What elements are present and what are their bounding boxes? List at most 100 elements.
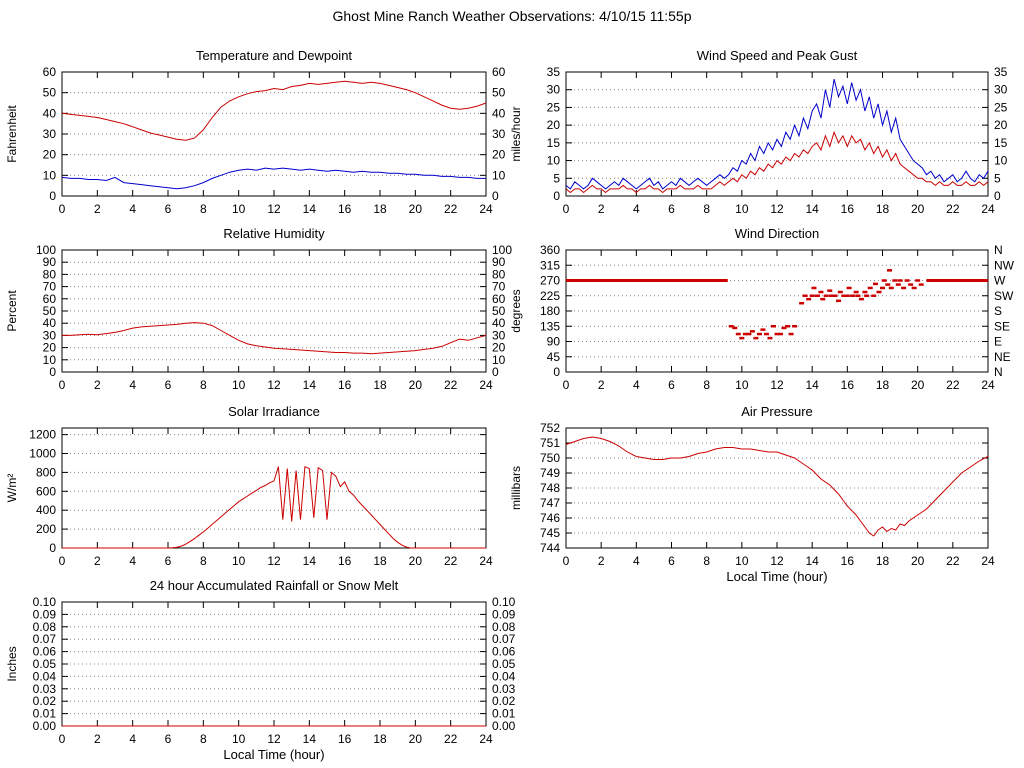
y-tick-label: 0 bbox=[994, 189, 1001, 203]
y-tick-label: 0.08 bbox=[33, 620, 57, 634]
x-tick-label: 18 bbox=[373, 554, 387, 568]
series-peak-gust bbox=[565, 78, 989, 190]
series-point-wind-direction bbox=[785, 325, 791, 328]
y-tick-label: 10 bbox=[492, 168, 506, 182]
x-tick-label: 16 bbox=[338, 378, 352, 392]
plot-frame bbox=[61, 427, 487, 549]
series-point-wind-direction bbox=[832, 294, 838, 297]
series-point-wind-direction bbox=[846, 286, 852, 290]
x-tick-label: 22 bbox=[444, 732, 458, 746]
x-tick-label: 4 bbox=[633, 378, 640, 392]
series-point-wind-direction bbox=[767, 336, 773, 340]
x-tick-label: 8 bbox=[703, 378, 710, 392]
series-wind-speed bbox=[565, 130, 989, 194]
series-point-wind-direction bbox=[735, 332, 741, 336]
x-tick-label: 16 bbox=[841, 554, 855, 568]
series-point-wind-direction bbox=[888, 286, 894, 290]
series-irradiance bbox=[62, 465, 486, 549]
y-tick-label: 40 bbox=[43, 106, 57, 120]
y-tick-label: 40 bbox=[43, 316, 57, 330]
y-tick-label: 30 bbox=[43, 127, 57, 141]
series-point-wind-direction bbox=[915, 279, 921, 282]
series-point-wind-direction bbox=[901, 286, 907, 290]
y-tick-label: 749 bbox=[540, 466, 560, 480]
x-tick-label: 4 bbox=[129, 378, 136, 392]
series-point-wind-direction bbox=[908, 283, 914, 286]
y-tick-label: 90 bbox=[43, 255, 57, 269]
series-point-wind-direction bbox=[897, 279, 903, 282]
series-point-wind-direction bbox=[876, 290, 882, 294]
y-tick-label: 30 bbox=[492, 127, 506, 141]
series-point-wind-direction bbox=[867, 286, 873, 290]
plot-frame bbox=[565, 427, 989, 549]
x-tick-label: 2 bbox=[94, 378, 101, 392]
x-tick-label: 20 bbox=[911, 554, 925, 568]
y-tick-label: 25 bbox=[547, 100, 561, 114]
x-tick-label: 0 bbox=[563, 554, 570, 568]
y-tick-label: 100 bbox=[492, 243, 512, 257]
x-tick-label: 10 bbox=[735, 554, 749, 568]
series-point-wind-direction bbox=[760, 328, 766, 331]
y-tick-label: 0.01 bbox=[492, 707, 516, 721]
y-tick-label: 0.10 bbox=[492, 595, 516, 609]
x-tick-label: 4 bbox=[129, 202, 136, 216]
y-tick-label: E bbox=[994, 335, 1002, 349]
y-tick-label: 0.04 bbox=[492, 669, 516, 683]
x-tick-label: 2 bbox=[598, 554, 605, 568]
y-axis-label: miles/hour bbox=[509, 106, 523, 161]
y-tick-label: 0.04 bbox=[33, 669, 57, 683]
x-tick-label: 6 bbox=[668, 202, 675, 216]
series-point-wind-direction bbox=[778, 332, 784, 336]
series-dewpoint bbox=[61, 167, 486, 190]
series-point-wind-direction bbox=[904, 279, 910, 282]
x-tick-label: 18 bbox=[876, 202, 890, 216]
x-tick-label: 14 bbox=[805, 378, 819, 392]
series-point-wind-direction bbox=[862, 290, 868, 294]
y-tick-label: 50 bbox=[492, 86, 506, 100]
series-point-wind-direction bbox=[811, 286, 817, 290]
x-tick-label: 24 bbox=[981, 378, 995, 392]
y-tick-label: 0.05 bbox=[492, 657, 516, 671]
series-point-wind-direction bbox=[792, 325, 798, 328]
y-axis-label: Fahrenheit bbox=[5, 105, 19, 163]
x-tick-label: 20 bbox=[409, 378, 423, 392]
y-tick-label: 0 bbox=[49, 365, 56, 379]
y-tick-label: NW bbox=[994, 258, 1015, 272]
y-axis-label: millibars bbox=[509, 466, 523, 510]
x-tick-label: 6 bbox=[165, 378, 172, 392]
series-point-wind-direction bbox=[763, 332, 769, 336]
chart-title: Wind Direction bbox=[735, 226, 820, 241]
y-tick-label: 0.05 bbox=[33, 657, 57, 671]
x-tick-label: 2 bbox=[598, 202, 605, 216]
y-tick-label: 1000 bbox=[29, 447, 56, 461]
y-tick-label: 744 bbox=[540, 541, 560, 555]
x-tick-label: 24 bbox=[479, 378, 493, 392]
x-tick-label: 12 bbox=[267, 378, 281, 392]
x-axis-label: Local Time (hour) bbox=[223, 747, 324, 762]
y-tick-label: 0.09 bbox=[492, 607, 516, 621]
x-tick-label: 14 bbox=[303, 554, 317, 568]
series-humidity bbox=[62, 322, 487, 355]
y-tick-label: 0.00 bbox=[492, 719, 516, 733]
chart-title: Temperature and Dewpoint bbox=[196, 48, 352, 63]
x-axis-label: Local Time (hour) bbox=[726, 569, 827, 584]
y-tick-label: 800 bbox=[36, 465, 56, 479]
x-tick-label: 2 bbox=[94, 554, 101, 568]
y-tick-label: 751 bbox=[540, 436, 560, 450]
y-tick-label: 50 bbox=[492, 304, 506, 318]
series-point-wind-direction bbox=[806, 297, 812, 301]
x-tick-label: 16 bbox=[338, 554, 352, 568]
x-tick-label: 18 bbox=[373, 378, 387, 392]
series-point-wind-direction bbox=[918, 283, 924, 286]
x-tick-label: 4 bbox=[129, 554, 136, 568]
x-tick-label: 14 bbox=[303, 732, 317, 746]
y-tick-label: 0.07 bbox=[492, 632, 516, 646]
y-tick-label: 50 bbox=[43, 86, 57, 100]
chart-title: 24 hour Accumulated Rainfall or Snow Mel… bbox=[150, 578, 399, 593]
series-point-wind-direction bbox=[814, 294, 820, 297]
series-point-wind-direction bbox=[844, 294, 850, 297]
y-tick-label: 0.02 bbox=[492, 694, 516, 708]
series-point-wind-direction bbox=[818, 290, 824, 294]
